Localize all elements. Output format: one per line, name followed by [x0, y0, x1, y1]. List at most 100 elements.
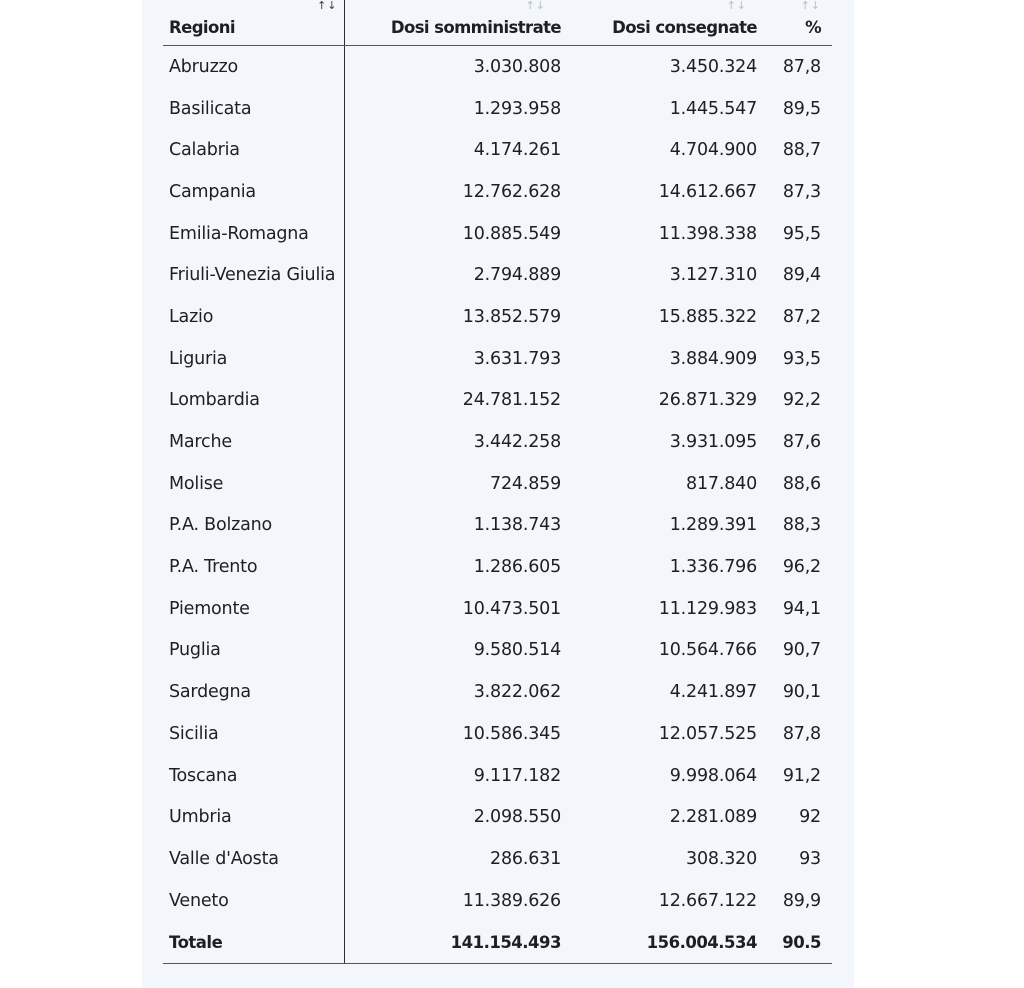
table-row: P.A. Trento 1.286.605 1.336.796 96,2 — [163, 546, 832, 588]
cell-percent: 93 — [799, 848, 821, 869]
cell-dosi-consegnate: 3.127.310 — [669, 265, 757, 286]
cell-dosi-somministrate: 11.389.626 — [462, 890, 561, 911]
table-row: P.A. Bolzano 1.138.743 1.289.391 88,3 — [163, 504, 832, 547]
table-row: Lombardia 24.781.152 26.871.329 92,2 — [163, 379, 832, 422]
column-header-label: % — [805, 18, 822, 37]
table-row: Umbria 2.098.550 2.281.089 92 — [163, 796, 832, 839]
cell-dosi-consegnate: 1.289.391 — [669, 515, 757, 536]
table-row: Friuli-Venezia Giulia 2.794.889 3.127.31… — [163, 254, 832, 297]
cell-percent: 87,8 — [782, 723, 821, 744]
cell-dosi-consegnate: 15.885.322 — [658, 306, 757, 327]
cell-region: Sardegna — [163, 671, 345, 713]
table-header: ↑↓ Regioni ↑↓ Dosi somministrate ↑↓ Dosi… — [163, 0, 832, 46]
cell-region: Valle d'Aosta — [163, 838, 345, 880]
cell-region: Umbria — [163, 796, 345, 839]
cell-dosi-somministrate: 10.885.549 — [462, 223, 561, 244]
cell-region: Friuli-Venezia Giulia — [163, 254, 345, 297]
cell-percent: 87,3 — [782, 181, 821, 202]
cell-region: Lombardia — [163, 379, 345, 422]
cell-percent: 88,7 — [782, 140, 821, 161]
cell-dosi-consegnate: 3.931.095 — [669, 432, 757, 453]
table-row: Sicilia 10.586.345 12.057.525 87,8 — [163, 713, 832, 755]
cell-region: Emilia-Romagna — [163, 212, 345, 255]
vaccine-doses-table: ↑↓ Regioni ↑↓ Dosi somministrate ↑↓ Dosi… — [163, 0, 832, 965]
cell-percent: 87,2 — [782, 306, 821, 327]
total-dosi-consegnate: 156.004.534 — [567, 921, 763, 965]
cell-region: Abruzzo — [163, 45, 345, 88]
cell-dosi-somministrate: 1.293.958 — [473, 98, 561, 119]
cell-percent: 96,2 — [782, 557, 821, 578]
column-header-label: Regioni — [169, 18, 236, 37]
total-label: Totale — [163, 921, 345, 965]
table-row: Campania 12.762.628 14.612.667 87,3 — [163, 171, 832, 213]
table-row: Valle d'Aosta 286.631 308.320 93 — [163, 838, 832, 880]
cell-dosi-consegnate: 12.667.122 — [658, 890, 757, 911]
cell-percent: 95,5 — [782, 223, 821, 244]
table-row: Liguria 3.631.793 3.884.909 93,5 — [163, 337, 832, 380]
table-row: Abruzzo 3.030.808 3.450.324 87,8 — [163, 45, 832, 88]
table-row: Toscana 9.117.182 9.998.064 91,2 — [163, 754, 832, 797]
cell-dosi-consegnate: 4.704.900 — [669, 140, 757, 161]
cell-dosi-somministrate: 3.631.793 — [473, 348, 561, 369]
cell-percent: 92,2 — [782, 390, 821, 411]
sort-arrows-icon[interactable]: ↑↓ — [317, 0, 338, 12]
sort-arrows-icon[interactable]: ↑↓ — [726, 0, 747, 12]
cell-region: P.A. Bolzano — [163, 504, 345, 547]
cell-region: Puglia — [163, 629, 345, 672]
cell-dosi-consegnate: 1.445.547 — [669, 98, 757, 119]
table-row: Emilia-Romagna 10.885.549 11.398.338 95,… — [163, 212, 832, 255]
cell-dosi-somministrate: 9.580.514 — [473, 640, 561, 661]
cell-dosi-somministrate: 24.781.152 — [462, 390, 561, 411]
cell-region: Veneto — [163, 879, 345, 922]
header-row: ↑↓ Regioni ↑↓ Dosi somministrate ↑↓ Dosi… — [163, 0, 832, 46]
total-percent: 90.5 — [763, 921, 832, 965]
cell-dosi-somministrate: 2.794.889 — [473, 265, 561, 286]
cell-region: Molise — [163, 462, 345, 505]
cell-region: Campania — [163, 171, 345, 213]
sort-arrows-icon[interactable]: ↑↓ — [800, 0, 821, 12]
cell-dosi-consegnate: 26.871.329 — [658, 390, 757, 411]
cell-dosi-somministrate: 10.586.345 — [462, 723, 561, 744]
cell-percent: 89,9 — [782, 890, 821, 911]
cell-dosi-somministrate: 10.473.501 — [462, 598, 561, 619]
cell-dosi-consegnate: 817.840 — [686, 473, 757, 494]
cell-region: Sicilia — [163, 713, 345, 755]
cell-dosi-consegnate: 2.281.089 — [669, 807, 757, 828]
table-row: Marche 3.442.258 3.931.095 87,6 — [163, 421, 832, 463]
cell-dosi-consegnate: 14.612.667 — [658, 181, 757, 202]
cell-dosi-somministrate: 1.286.605 — [473, 557, 561, 578]
table-row: Piemonte 10.473.501 11.129.983 94,1 — [163, 587, 832, 630]
cell-dosi-somministrate: 12.762.628 — [462, 181, 561, 202]
cell-percent: 89,4 — [782, 265, 821, 286]
cell-dosi-somministrate: 724.859 — [490, 473, 561, 494]
cell-dosi-consegnate: 11.129.983 — [658, 598, 757, 619]
cell-percent: 94,1 — [782, 598, 821, 619]
column-header-percent[interactable]: ↑↓ % — [763, 0, 832, 46]
table-row: Lazio 13.852.579 15.885.322 87,2 — [163, 296, 832, 338]
table-row: Puglia 9.580.514 10.564.766 90,7 — [163, 629, 832, 672]
cell-dosi-consegnate: 1.336.796 — [669, 557, 757, 578]
cell-region: Piemonte — [163, 587, 345, 630]
cell-percent: 93,5 — [782, 348, 821, 369]
cell-dosi-somministrate: 3.030.808 — [473, 56, 561, 77]
cell-dosi-somministrate: 13.852.579 — [462, 306, 561, 327]
cell-dosi-consegnate: 3.450.324 — [669, 56, 757, 77]
column-header-regioni[interactable]: ↑↓ Regioni — [163, 0, 345, 46]
cell-percent: 92 — [799, 807, 821, 828]
cell-dosi-somministrate: 2.098.550 — [473, 807, 561, 828]
cell-percent: 90,7 — [782, 640, 821, 661]
cell-dosi-consegnate: 11.398.338 — [658, 223, 757, 244]
cell-region: Lazio — [163, 296, 345, 338]
table-row: Molise 724.859 817.840 88,6 — [163, 462, 832, 505]
cell-dosi-consegnate: 10.564.766 — [658, 640, 757, 661]
cell-percent: 91,2 — [782, 765, 821, 786]
column-header-dosi-consegnate[interactable]: ↑↓ Dosi consegnate — [567, 0, 763, 46]
table-row: Veneto 11.389.626 12.667.122 89,9 — [163, 879, 832, 922]
sort-arrows-icon[interactable]: ↑↓ — [525, 0, 546, 12]
table-row: Calabria 4.174.261 4.704.900 88,7 — [163, 129, 832, 172]
total-dosi-somministrate: 141.154.493 — [344, 921, 567, 965]
cell-percent: 87,6 — [782, 432, 821, 453]
column-header-dosi-somministrate[interactable]: ↑↓ Dosi somministrate — [344, 0, 567, 46]
cell-dosi-consegnate: 3.884.909 — [669, 348, 757, 369]
cell-percent: 90,1 — [782, 682, 821, 703]
